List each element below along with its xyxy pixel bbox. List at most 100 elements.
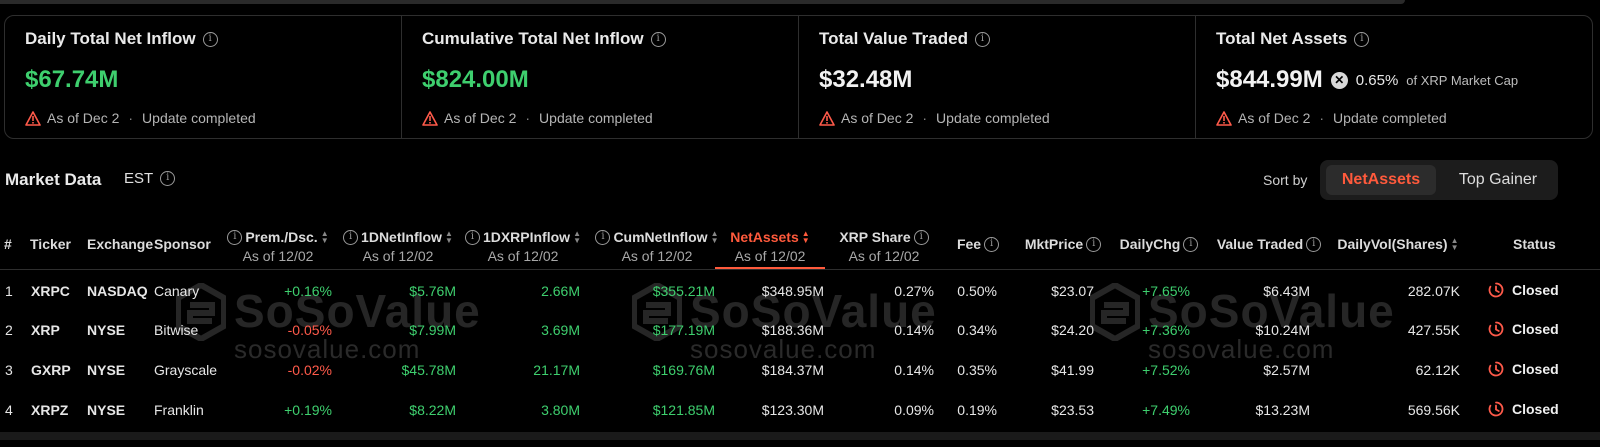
info-icon[interactable]: i bbox=[343, 229, 359, 245]
col-header-1d-xrp-inflow[interactable]: i 1DXRPInflow ▲ ▼ As of 12/02 bbox=[460, 229, 586, 264]
cum-inflow-cell: $177.19M bbox=[652, 322, 715, 338]
exchange-cell: NASDAQ bbox=[87, 283, 148, 299]
col-header-daily-vol[interactable]: DailyVol(Shares) ▲ ▼ bbox=[1337, 236, 1459, 252]
update-status: Update completed bbox=[539, 110, 653, 126]
net-assets-cell: $184.37M bbox=[761, 362, 824, 378]
sponsor-cell: Bitwise bbox=[154, 322, 199, 338]
card-title: Total Net Assets bbox=[1216, 29, 1348, 48]
col-header-net-assets[interactable]: NetAssets ▲ ▼ As of 12/02 bbox=[730, 229, 810, 264]
col-header-sponsor[interactable]: Sponsor bbox=[154, 236, 211, 252]
exchange-cell: NYSE bbox=[87, 362, 126, 378]
sponsor-cell: Grayscale bbox=[154, 362, 218, 378]
info-icon[interactable]: i bbox=[202, 31, 218, 47]
sort-icon[interactable]: ▲ ▼ bbox=[801, 229, 810, 245]
info-icon[interactable]: i bbox=[913, 229, 929, 245]
warning-icon bbox=[25, 110, 41, 126]
card-value: $32.48M bbox=[819, 66, 913, 93]
info-icon[interactable]: i bbox=[1306, 236, 1322, 252]
sort-netassets-button[interactable]: NetAssets bbox=[1326, 165, 1436, 195]
col-header-fee[interactable]: Fee i bbox=[943, 236, 1013, 252]
daily-vol-cell: 427.55K bbox=[1407, 322, 1460, 338]
row-number: 1 bbox=[5, 283, 13, 299]
as-of-date: As of Dec 2 bbox=[47, 110, 120, 126]
info-icon[interactable]: i bbox=[1183, 236, 1199, 252]
ticker-cell[interactable]: XRP bbox=[31, 322, 60, 338]
daily-chg-cell: +7.49% bbox=[1142, 402, 1190, 418]
sort-icon[interactable]: ▲ ▼ bbox=[1450, 236, 1459, 252]
info-icon[interactable]: i bbox=[595, 229, 611, 245]
daily-vol-cell: 282.07K bbox=[1407, 283, 1460, 299]
ticker-cell[interactable]: GXRP bbox=[31, 362, 71, 378]
sort-icon[interactable]: ▲ ▼ bbox=[710, 229, 719, 245]
sort-icon[interactable]: ▲ ▼ bbox=[320, 229, 329, 245]
xrp-share-cell: 0.09% bbox=[894, 402, 934, 418]
daily-chg-cell: +7.36% bbox=[1142, 322, 1190, 338]
warning-icon bbox=[1216, 110, 1232, 126]
value-traded-cell: $10.24M bbox=[1255, 322, 1310, 338]
net-assets-cell: $123.30M bbox=[761, 402, 824, 418]
clock-icon bbox=[1488, 361, 1504, 377]
daily-vol-cell: 62.12K bbox=[1415, 362, 1460, 378]
sort-icon[interactable]: ▲ ▼ bbox=[444, 229, 453, 245]
prem-cell: +0.19% bbox=[284, 402, 332, 418]
sort-segmented-control: NetAssets Top Gainer bbox=[1320, 160, 1558, 200]
clock-icon bbox=[1488, 401, 1504, 417]
as-of-date: As of Dec 2 bbox=[1238, 110, 1311, 126]
status-badge: Closed bbox=[1488, 321, 1559, 337]
card-daily-net-inflow: Daily Total Net Inflow i $67.74M As of De… bbox=[5, 16, 402, 138]
info-icon[interactable]: i bbox=[160, 171, 176, 186]
summary-cards: Daily Total Net Inflow i $67.74M As of De… bbox=[4, 15, 1593, 139]
info-icon[interactable]: i bbox=[1086, 236, 1102, 252]
update-status: Update completed bbox=[936, 110, 1050, 126]
market-cap-share: 0.65% bbox=[1355, 71, 1399, 89]
col-header-prem-dsc[interactable]: i Prem./Dsc. ▲ ▼ As of 12/02 bbox=[223, 229, 333, 264]
info-icon[interactable]: i bbox=[974, 31, 990, 47]
top-scrollbar[interactable] bbox=[0, 0, 1405, 4]
info-icon[interactable]: i bbox=[984, 236, 1000, 252]
market-cap-label: of XRP Market Cap bbox=[1406, 72, 1519, 88]
xrp-inflow-cell: 21.17M bbox=[533, 362, 580, 378]
daily-chg-cell: +7.65% bbox=[1142, 283, 1190, 299]
col-header-ticker[interactable]: Ticker bbox=[30, 236, 71, 252]
col-header-daily-chg[interactable]: DailyChg i bbox=[1113, 236, 1205, 252]
col-header-1d-net-inflow[interactable]: i 1DNetInflow ▲ ▼ As of 12/02 bbox=[336, 229, 460, 264]
net-inflow-cell: $7.99M bbox=[409, 322, 456, 338]
xrp-share-cell: 0.14% bbox=[894, 362, 934, 378]
card-total-net-assets: Total Net Assets i $844.99M ✕ 0.65% of XR… bbox=[1216, 29, 1519, 126]
timezone-label: EST bbox=[124, 170, 154, 187]
xrp-inflow-cell: 3.80M bbox=[541, 402, 580, 418]
info-icon[interactable]: i bbox=[1354, 31, 1370, 47]
sort-by-label: Sort by bbox=[1263, 172, 1308, 188]
col-header-cum-net-inflow[interactable]: i CumNetInflow ▲ ▼ As of 12/02 bbox=[586, 229, 728, 264]
cum-inflow-cell: $355.21M bbox=[652, 283, 715, 299]
sort-icon[interactable]: ▲ ▼ bbox=[573, 229, 582, 245]
exchange-cell: NYSE bbox=[87, 322, 126, 338]
net-assets-cell: $188.36M bbox=[761, 322, 824, 338]
info-icon[interactable]: i bbox=[650, 31, 666, 47]
net-inflow-cell: $8.22M bbox=[409, 402, 456, 418]
col-header-exchange[interactable]: Exchange bbox=[87, 236, 154, 252]
watermark-domain: sosovalue.com bbox=[1148, 334, 1335, 364]
col-header-mkt-price[interactable]: MktPrice i bbox=[1013, 236, 1113, 252]
warning-icon bbox=[422, 110, 438, 126]
ticker-cell[interactable]: XRPC bbox=[31, 283, 70, 299]
card-value-row: $844.99M ✕ 0.65% of XRP Market Cap bbox=[1216, 66, 1518, 94]
col-header-value-traded[interactable]: Value Traded i bbox=[1205, 236, 1333, 252]
col-header-xrp-share[interactable]: XRP Share i As of 12/02 bbox=[825, 229, 943, 264]
clock-icon bbox=[1488, 282, 1504, 298]
fee-cell: 0.34% bbox=[957, 322, 997, 338]
info-icon[interactable]: i bbox=[464, 229, 480, 245]
sort-top-gainer-button[interactable]: Top Gainer bbox=[1458, 171, 1538, 188]
warning-icon bbox=[819, 110, 835, 126]
section-title: Market Data bbox=[5, 170, 102, 189]
value-traded-cell: $6.43M bbox=[1263, 283, 1310, 299]
value-traded-cell: $13.23M bbox=[1255, 402, 1310, 418]
ticker-cell[interactable]: XRPZ bbox=[31, 402, 69, 418]
info-icon[interactable]: i bbox=[227, 229, 243, 245]
table-header-border bbox=[0, 269, 1600, 270]
horizontal-scrollbar[interactable] bbox=[0, 432, 1600, 440]
value-traded-cell: $2.57M bbox=[1263, 362, 1310, 378]
price-cell: $24.20 bbox=[1051, 322, 1094, 338]
xrp-inflow-cell: 3.69M bbox=[541, 322, 580, 338]
card-total-value-traded: Total Value Traded i $32.48M As of Dec 2 ·… bbox=[799, 16, 1196, 138]
